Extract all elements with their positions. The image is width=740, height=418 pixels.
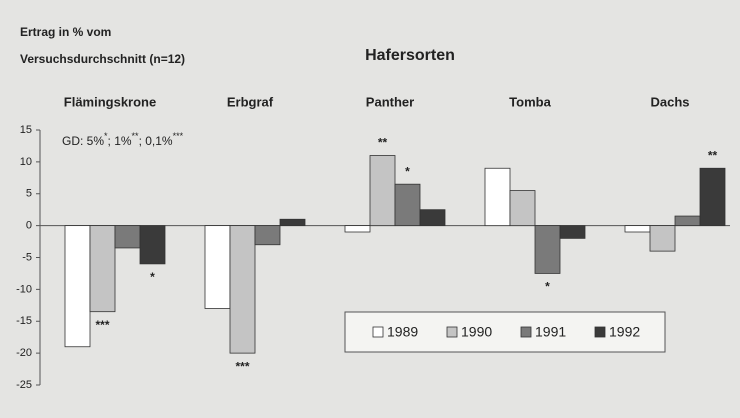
legend-swatch bbox=[594, 326, 606, 338]
bar bbox=[419, 209, 446, 227]
significance-label: * bbox=[545, 280, 550, 294]
gd-text: ; 1% bbox=[108, 134, 132, 148]
bar bbox=[64, 225, 91, 348]
gd-sup: ** bbox=[132, 131, 140, 141]
bar bbox=[89, 225, 116, 313]
category-label: Flämingskrone bbox=[64, 94, 156, 109]
bar bbox=[229, 225, 256, 354]
significance-label: * bbox=[150, 270, 155, 284]
y-axis-label: Ertrag in % vom bbox=[20, 25, 111, 39]
legend-label: 1989 bbox=[387, 324, 418, 340]
category-label: Dachs bbox=[650, 94, 689, 109]
bar bbox=[484, 167, 511, 227]
significance-label: *** bbox=[95, 318, 109, 332]
category-label: Erbgraf bbox=[227, 94, 274, 109]
legend-label: 1991 bbox=[535, 324, 566, 340]
category-label: Panther bbox=[366, 94, 414, 109]
chart-title: Hafersorten bbox=[365, 47, 455, 64]
y-tick-label: -20 bbox=[16, 347, 32, 359]
significance-label: * bbox=[405, 164, 410, 178]
legend-box bbox=[344, 311, 666, 353]
bar bbox=[649, 225, 676, 252]
y-tick-label: -10 bbox=[16, 283, 32, 295]
bar bbox=[204, 225, 231, 309]
gd-sup: *** bbox=[173, 131, 184, 141]
legend-swatch bbox=[372, 326, 384, 338]
bar bbox=[509, 190, 536, 227]
bar bbox=[674, 215, 701, 227]
bar bbox=[394, 183, 421, 227]
y-tick-label: 0 bbox=[26, 220, 32, 232]
legend-swatch bbox=[520, 326, 532, 338]
bar bbox=[114, 225, 141, 249]
bar bbox=[344, 225, 371, 233]
bar bbox=[139, 225, 166, 265]
y-axis-label: Versuchsdurchschnitt (n=12) bbox=[20, 52, 185, 66]
y-tick-label: 10 bbox=[20, 156, 32, 168]
bar bbox=[369, 155, 396, 227]
bar bbox=[254, 225, 281, 246]
y-tick-label: -15 bbox=[16, 315, 32, 327]
legend-swatch bbox=[446, 326, 458, 338]
gd-text: GD: 5% bbox=[62, 134, 104, 148]
legend-label: 1990 bbox=[461, 324, 492, 340]
gd-note: GD: 5%*; 1%**; 0,1%*** bbox=[62, 131, 184, 148]
bar bbox=[699, 167, 726, 227]
y-tick-label: -25 bbox=[16, 379, 32, 391]
bar bbox=[559, 225, 586, 239]
y-tick-label: -5 bbox=[22, 251, 32, 263]
legend-label: 1992 bbox=[609, 324, 640, 340]
significance-label: *** bbox=[235, 359, 249, 373]
category-label: Tomba bbox=[509, 94, 551, 109]
bar bbox=[279, 218, 306, 227]
bar bbox=[624, 225, 651, 233]
bar bbox=[534, 225, 561, 274]
gd-sup: * bbox=[104, 131, 108, 141]
significance-label: ** bbox=[708, 148, 718, 162]
gd-text: ; 0,1% bbox=[139, 134, 173, 148]
significance-label: ** bbox=[378, 136, 388, 150]
y-tick-label: 15 bbox=[20, 124, 32, 136]
y-tick-label: 5 bbox=[26, 188, 32, 200]
